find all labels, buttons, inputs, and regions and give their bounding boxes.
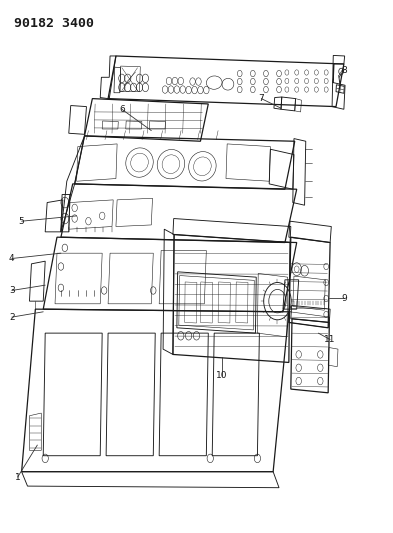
- Text: 4: 4: [9, 254, 15, 263]
- Text: 5: 5: [19, 217, 24, 225]
- Text: 6: 6: [119, 105, 125, 114]
- Text: 8: 8: [341, 66, 347, 75]
- Text: 2: 2: [9, 313, 15, 321]
- Text: 10: 10: [216, 372, 228, 380]
- Text: 11: 11: [324, 335, 336, 344]
- Text: 7: 7: [259, 94, 264, 103]
- Text: 1: 1: [15, 473, 20, 481]
- Text: 90182 3400: 90182 3400: [14, 17, 94, 30]
- Text: 9: 9: [341, 294, 347, 303]
- Text: 3: 3: [9, 286, 15, 295]
